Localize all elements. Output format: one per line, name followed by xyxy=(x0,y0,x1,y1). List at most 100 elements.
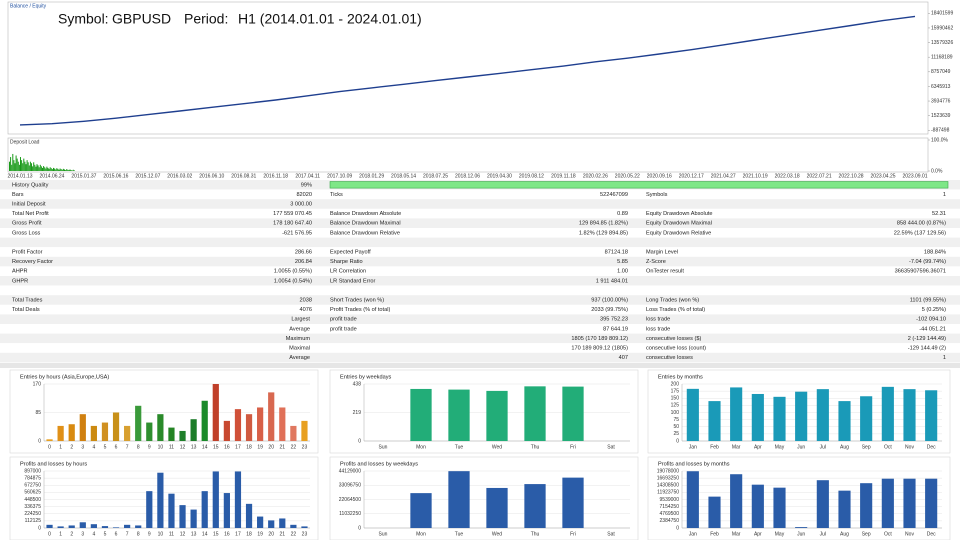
deposit-bar xyxy=(65,170,67,171)
x-tick-label: 22 xyxy=(291,444,297,450)
bar xyxy=(57,526,64,528)
stat-label: AHPR xyxy=(12,269,28,275)
bar xyxy=(79,414,86,441)
x-tick-label: 21 xyxy=(280,444,286,450)
x-tick-label: 8 xyxy=(137,531,140,537)
stat-value: 1.82% (129 894.85) xyxy=(579,230,628,236)
x-tick-label: 2014.06.24 xyxy=(39,173,64,179)
deposit-bar xyxy=(69,169,71,171)
x-tick-label: 2018.01.29 xyxy=(359,173,384,179)
x-tick-label: Sun xyxy=(379,444,388,450)
deposit-bar xyxy=(15,155,17,171)
x-tick-label: Fri xyxy=(570,444,576,450)
table-row xyxy=(0,285,960,296)
deposit-bar xyxy=(66,169,68,171)
stat-value: -621 576.95 xyxy=(282,230,312,236)
x-tick-label: 14 xyxy=(202,531,208,537)
x-tick-label: Wed xyxy=(492,531,502,537)
deposit-plot xyxy=(7,137,929,173)
x-tick-label: 18 xyxy=(246,444,252,450)
x-tick-label: May xyxy=(775,531,785,537)
x-tick-label: 2 xyxy=(70,531,73,537)
deposit-bar xyxy=(44,167,46,171)
x-tick-label: 11 xyxy=(169,444,174,450)
stat-value: 188.84% xyxy=(924,249,946,255)
x-tick-label: Wed xyxy=(492,444,502,450)
x-tick-label: Feb xyxy=(710,531,719,537)
deposit-bar xyxy=(32,166,34,171)
deposit-bar xyxy=(47,167,49,171)
deposit-bar xyxy=(29,161,31,171)
deposit-bar xyxy=(42,167,43,171)
deposit-bar xyxy=(50,168,52,171)
x-tick-label: Jul xyxy=(820,531,826,537)
stat-label: profit trade xyxy=(330,317,357,323)
x-tick-label: Jan xyxy=(689,531,697,537)
deposit-bar xyxy=(40,166,42,171)
deposit-bar xyxy=(64,169,65,171)
y-tick-label: 0 xyxy=(358,438,361,444)
deposit-bar xyxy=(31,163,32,171)
table-row xyxy=(0,304,960,315)
deposit-bar xyxy=(73,170,75,171)
x-tick-label: Jan xyxy=(689,444,697,450)
bar xyxy=(257,516,264,528)
table-row xyxy=(0,333,960,344)
deposit-bar xyxy=(56,168,58,171)
x-tick-label: Aug xyxy=(840,444,849,450)
stat-value: 87124.18 xyxy=(605,249,628,255)
stat-value: 87 644.19 xyxy=(603,326,628,332)
deposit-bar xyxy=(37,165,39,171)
bar xyxy=(301,526,308,528)
stat-label: Loss Trades (% of total) xyxy=(646,307,705,313)
bar xyxy=(301,420,308,441)
stat-label: Long Trades (won %) xyxy=(646,297,699,303)
x-tick-label: Mar xyxy=(732,444,741,450)
y-tick-label: 560625 xyxy=(24,490,41,496)
stat-label: Bars xyxy=(12,192,24,198)
bar xyxy=(448,471,470,528)
bar xyxy=(112,527,120,528)
x-tick-label: 2020.02.26 xyxy=(583,173,608,179)
stat-label: Equity Drawdown Relative xyxy=(646,230,711,236)
deposit-bar xyxy=(53,167,54,171)
stat-value: 22.59% (137 129.56) xyxy=(894,230,946,236)
y-tick-label: 100 xyxy=(671,410,680,416)
bar xyxy=(562,386,584,441)
deposit-bar xyxy=(45,168,47,171)
bar xyxy=(290,425,297,441)
y-tick-label: -887498 xyxy=(931,128,950,134)
stat-label: Average xyxy=(289,355,310,361)
period-label: Period: xyxy=(184,11,228,27)
deposit-bar xyxy=(38,167,40,171)
y-tick-label: 112125 xyxy=(25,518,42,524)
bar xyxy=(57,425,64,441)
chart-panel xyxy=(329,456,639,540)
bar xyxy=(410,388,432,441)
bar xyxy=(68,525,75,528)
bar xyxy=(686,471,699,528)
stat-value: 2033 (99.75%) xyxy=(591,307,628,313)
bar xyxy=(860,483,873,528)
bar xyxy=(190,509,197,528)
stat-label: Profit Factor xyxy=(12,249,43,255)
deposit-bar xyxy=(33,162,35,171)
deposit-bar xyxy=(61,169,63,171)
deposit-bar xyxy=(22,163,24,171)
y-tick-label: 50 xyxy=(673,424,679,430)
x-tick-label: 2016.08.31 xyxy=(231,173,256,179)
bar xyxy=(816,480,829,528)
x-tick-label: 7 xyxy=(126,531,129,537)
y-tick-label: 7154250 xyxy=(660,504,680,510)
x-tick-label: 2022.07.21 xyxy=(807,173,832,179)
x-tick-label: 15 xyxy=(213,531,219,537)
y-tick-label: 2384750 xyxy=(660,518,680,524)
bar xyxy=(223,420,230,441)
y-tick-label: 150 xyxy=(671,396,680,402)
x-tick-label: Sat xyxy=(607,531,615,537)
stat-label: Sharpe Ratio xyxy=(330,259,363,265)
deposit-bar xyxy=(16,158,18,171)
stat-label: LR Correlation xyxy=(330,269,366,275)
stat-value: 36635907596.36071 xyxy=(895,269,946,275)
